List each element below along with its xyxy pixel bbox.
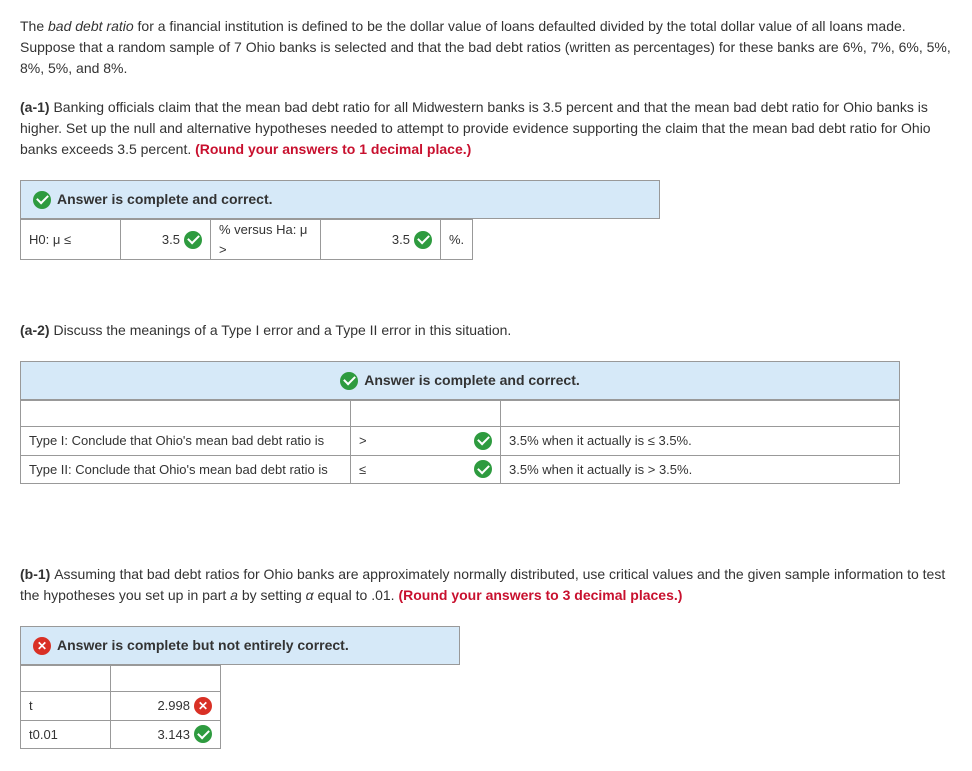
check-icon [340,372,358,390]
a1-question: (a-1) Banking officials claim that the m… [20,97,952,160]
check-icon [33,191,51,209]
check-icon [474,432,492,450]
b1-banner-text: Answer is complete but not entirely corr… [57,635,349,656]
intro-text-b: for a financial institution is defined t… [20,18,951,76]
b1-banner: Answer is complete but not entirely corr… [20,626,460,665]
type1-select[interactable]: > [351,427,501,456]
type2-c: 3.5% when it actually is > 3.5%. [501,455,900,484]
h0-label-cell: H0: μ ≤ [21,220,121,260]
a2-label: (a-2) [20,322,53,338]
a1-table: H0: μ ≤ 3.5 % versus Ha: μ > 3.5 %. [20,219,473,260]
t-label: t [21,692,111,721]
h0-value: 3.5 [162,230,180,250]
a1-banner-text: Answer is complete and correct. [57,189,273,210]
a1-banner: Answer is complete and correct. [20,180,660,219]
a2-banner: Answer is complete and correct. [20,361,900,400]
intro-paragraph: The bad debt ratio for a financial insti… [20,16,952,79]
b1-round: (Round your answers to 3 decimal places.… [398,587,682,603]
b1-italic: a [230,587,238,603]
t01-value-cell[interactable]: 3.143 [111,720,221,749]
mid-text-2: > [219,240,312,260]
ha-value-cell[interactable]: 3.5 [321,220,441,260]
check-icon [184,231,202,249]
a1-round: (Round your answers to 1 decimal place.) [195,141,471,157]
type2-select[interactable]: ≤ [351,455,501,484]
t-value-cell[interactable]: 2.998 [111,692,221,721]
b1-alpha: α [306,587,314,603]
pct-cell: %. [441,220,473,260]
t01-label: t0.01 [21,720,111,749]
b1-text-c: equal to .01. [314,587,399,603]
h0-value-cell[interactable]: 3.5 [121,220,211,260]
a2-table: Type I: Conclude that Ohio's mean bad de… [20,400,900,484]
a1-text: Banking officials claim that the mean ba… [20,99,931,157]
a1-label: (a-1) [20,99,53,115]
b1-question: (b-1) Assuming that bad debt ratios for … [20,564,952,606]
t-value: 2.998 [157,696,190,716]
type2-a: Type II: Conclude that Ohio's mean bad d… [21,455,351,484]
ha-value: 3.5 [392,230,410,250]
a2-question: (a-2) Discuss the meanings of a Type I e… [20,320,952,341]
type1-a: Type I: Conclude that Ohio's mean bad de… [21,427,351,456]
mid-cell: % versus Ha: μ > [211,220,321,260]
type1-c: 3.5% when it actually is ≤ 3.5%. [501,427,900,456]
b1-text-b: by setting [238,587,306,603]
intro-text-a: The [20,18,48,34]
check-icon [414,231,432,249]
type1-sym: > [359,431,468,451]
x-icon [194,697,212,715]
check-icon [194,725,212,743]
type2-sym: ≤ [359,460,468,480]
a2-text: Discuss the meanings of a Type I error a… [53,322,511,338]
intro-italic: bad debt ratio [48,18,134,34]
b1-table: t 2.998 t0.01 3.143 [20,665,221,749]
b1-label: (b-1) [20,566,54,582]
check-icon [474,460,492,478]
a2-banner-text: Answer is complete and correct. [364,370,580,391]
x-icon [33,637,51,655]
mid-text-1: % versus Ha: μ [219,220,312,240]
t01-value: 3.143 [157,725,190,745]
